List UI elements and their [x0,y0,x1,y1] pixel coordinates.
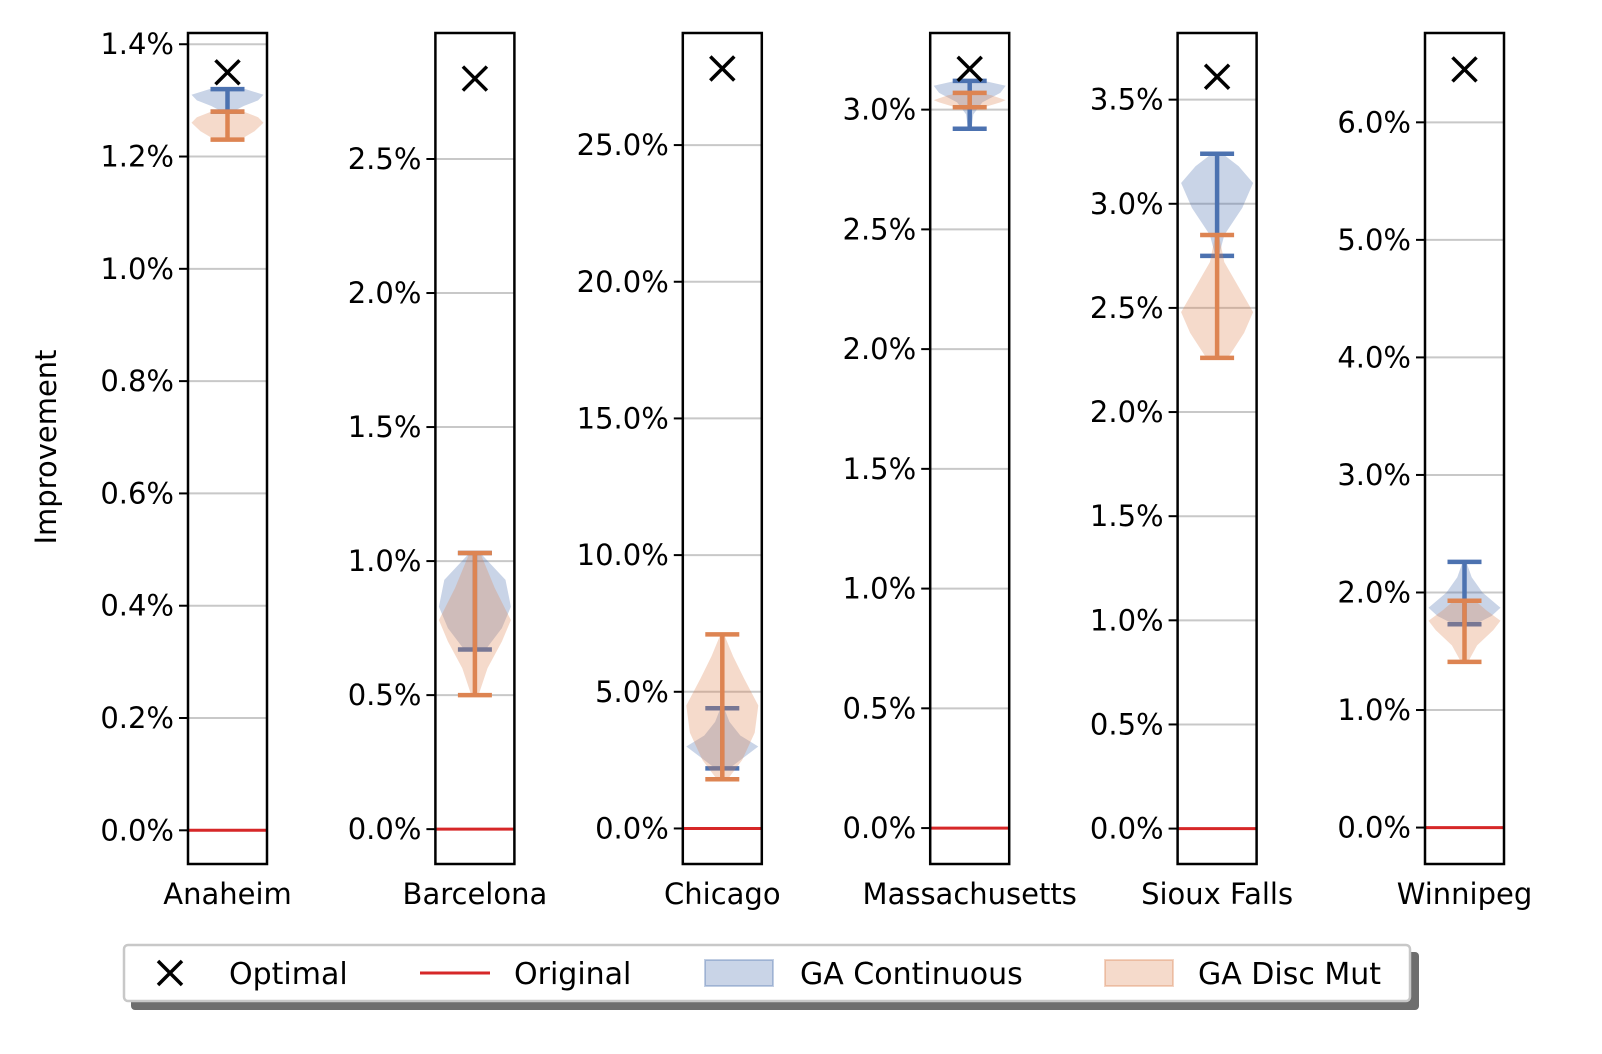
panel-chicago-frame [681,31,764,866]
panel-massachusetts-ytick-label: 2.0% [843,332,917,366]
panel-winnipeg-ytick-label: 0.0% [1337,811,1411,845]
panel-anaheim-ytick-label: 0.6% [100,476,174,510]
panel-sioux-falls-ytick-label: 1.5% [1090,499,1164,533]
panel-sioux-falls-category-label: Sioux Falls [1141,877,1293,911]
panel-sioux-falls-ytick-label: 0.5% [1090,707,1164,741]
panel-sioux-falls-ytick-label: 1.0% [1090,603,1164,637]
panel-anaheim-ytick-label: 1.0% [100,252,174,286]
panel-chicago-ytick-label: 15.0% [577,401,669,435]
panel-winnipeg-ytick-label: 3.0% [1337,458,1411,492]
panel-winnipeg-ytick-label: 4.0% [1337,340,1411,374]
panel-massachusetts-category-label: Massachusetts [863,877,1077,911]
legend-item-ga-disc-mut-label: GA Disc Mut [1198,957,1381,992]
panel-winnipeg-ytick-label: 6.0% [1337,105,1411,139]
panel-chicago: 0.0% 5.0% 10.0% 15.0% 20.0% 25.0% Chicago [577,31,781,911]
panel-sioux-falls-ytick-label: 2.5% [1090,291,1164,325]
panel-massachusetts-ytick-label: 2.5% [843,212,917,246]
panel-anaheim-ytick-label: 1.2% [100,140,174,174]
panel-barcelona-ytick-label: 1.0% [348,544,422,578]
panel-chicago-ytick-label: 5.0% [595,675,669,709]
panel-sioux-falls-ytick-label: 3.0% [1090,187,1164,221]
chart-panels: 0.0%0.2%0.4%0.6%0.8%1.0%1.2%1.4%Anaheim0… [100,27,1532,911]
panel-anaheim-frame [186,31,269,866]
panel-winnipeg-category-label: Winnipeg [1397,877,1533,911]
panel-chicago-ytick-label: 0.0% [595,811,669,845]
panel-sioux-falls-ytick-label: 2.0% [1090,395,1164,429]
legend-item-ga-disc-mut-swatch [1104,959,1174,987]
panel-chicago-optimal-marker [709,55,736,82]
legend-box [122,943,1412,1003]
panel-chicago-ytick-label: 10.0% [577,538,669,572]
panel-anaheim: 0.0% 0.2% 0.4% 0.6% 0.8% 1.0% 1.2% 1.4% Anaheim [100,27,291,911]
panel-winnipeg-optimal-marker [1451,56,1478,83]
panel-barcelona-ytick-label: 2.5% [348,142,422,176]
panel-massachusetts-ytick-label: 0.0% [843,811,917,845]
panel-anaheim-optimal-marker [214,59,241,86]
panel-barcelona: 0.0% 0.5% 1.0% 1.5% 2.0% 2.5% Barcelona [348,31,548,911]
panel-massachusetts-ytick-label: 3.0% [843,93,917,127]
panel-massachusetts-optimal-marker [956,55,983,83]
panel-chicago-ytick-label: 20.0% [577,265,669,299]
panel-sioux-falls-ytick-label: 0.0% [1090,812,1164,846]
panel-sioux-falls-frame [1176,31,1258,866]
panel-massachusetts-ytick-label: 0.5% [843,691,917,725]
panel-massachusetts: 0.0% 0.5% 1.0% 1.5% 2.0% 2.5% 3.0% Massachusett… [843,31,1077,911]
panel-barcelona-ytick-label: 0.0% [348,812,422,846]
legend: Optimal Original GA Continuous GA Disc Mut [122,943,1419,1010]
panel-barcelona-category-label: Barcelona [403,877,548,911]
panel-winnipeg: 0.0% 1.0% 2.0% 3.0% 4.0% 5.0% 6.0% Winnipeg [1337,31,1533,911]
legend-item-optimal-label: Optimal [229,957,348,992]
panel-anaheim-ytick-label: 0.8% [100,364,174,398]
panel-sioux-falls-optimal-marker [1203,63,1231,90]
panel-massachusetts-ytick-label: 1.0% [843,572,917,606]
panel-anaheim-ytick-label: 0.4% [100,589,174,623]
panel-anaheim-category-label: Anaheim [163,877,292,911]
legend-item-ga-continuous-swatch [704,959,774,987]
legend-item-original-label: Original [514,957,631,992]
panel-winnipeg-ytick-label: 5.0% [1337,223,1411,257]
panel-anaheim-ytick-label: 0.2% [100,701,174,735]
panel-chicago-category-label: Chicago [664,877,781,911]
panel-barcelona-ytick-label: 1.5% [348,410,422,444]
panel-barcelona-ytick-label: 0.5% [348,678,422,712]
legend-item-ga-continuous-label: GA Continuous [800,957,1023,992]
y-axis-label: Improvement [29,349,63,544]
panel-sioux-falls: 0.0% 0.5% 1.0% 1.5% 2.0% 2.5% 3.0% 3.5% Sioux Fa… [1090,31,1293,911]
panel-sioux-falls-ytick-label: 3.5% [1090,83,1164,117]
legend-item-optimal-swatch [156,959,184,987]
panel-anaheim-ytick-label: 0.0% [100,813,174,847]
panel-massachusetts-ytick-label: 1.5% [843,452,917,486]
panel-winnipeg-ytick-label: 2.0% [1337,575,1411,609]
panel-winnipeg-frame [1423,31,1506,866]
panel-barcelona-ytick-label: 2.0% [348,276,422,310]
panel-barcelona-frame [434,31,516,866]
panel-chicago-ytick-label: 25.0% [577,128,669,162]
panel-winnipeg-ytick-label: 1.0% [1337,693,1411,727]
panel-massachusetts-frame [928,31,1011,866]
panel-barcelona-optimal-marker [461,65,489,92]
panel-anaheim-ytick-label: 1.4% [100,27,174,61]
